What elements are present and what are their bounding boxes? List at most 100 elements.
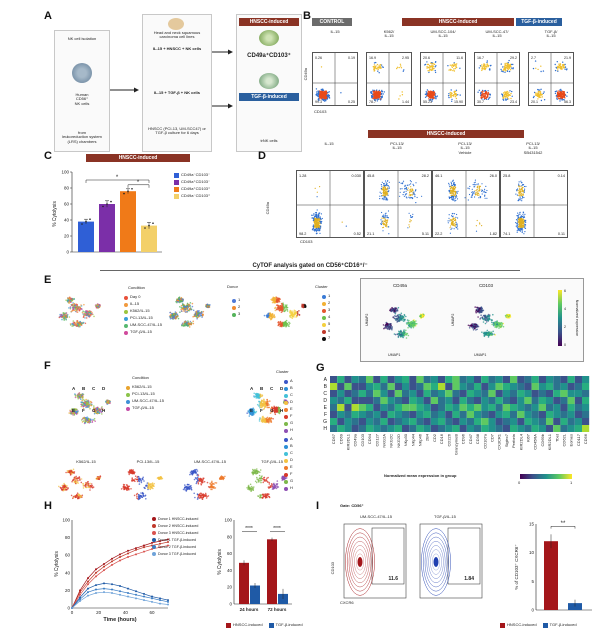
cluster-umap-point (274, 306, 277, 309)
condition-cluster-point (253, 486, 255, 488)
heatmap-cell (351, 376, 359, 383)
cluster-umap-point (283, 307, 286, 309)
heatmap-cell (366, 390, 374, 397)
heatmap-cell (502, 383, 510, 390)
cluster-umap-point (270, 421, 273, 423)
legend-dot (322, 322, 326, 327)
condition-umap-point (85, 398, 87, 401)
cluster-umap-point (290, 316, 292, 319)
condition-umap-point (75, 310, 77, 312)
legend-dot (322, 308, 326, 313)
cluster-umap-point (274, 411, 276, 413)
heatmap-cell (481, 376, 489, 383)
marker-umap-point (395, 307, 397, 310)
heatmap-cell (423, 390, 431, 397)
legend-label: 1 (328, 293, 331, 299)
condition-cluster-point (193, 478, 196, 481)
marker-umap-point (420, 314, 422, 316)
umap-y-label: UMAP2 (451, 314, 455, 326)
donor-umap-point (201, 311, 203, 313)
legend-dot (284, 451, 288, 456)
condition-cluster-point (219, 476, 222, 479)
legend-dot (232, 312, 236, 317)
cluster-umap-point (290, 311, 293, 314)
marker-umap-point (405, 329, 407, 332)
heatmap-cell (387, 390, 395, 397)
cluster-umap-point (281, 322, 283, 324)
cluster-umap-point (279, 309, 282, 311)
legend-swatch (174, 173, 179, 178)
donor-umap-point (185, 323, 187, 326)
condition-umap-point (93, 412, 96, 415)
condition-umap-point (69, 307, 72, 309)
marker-umap-point (401, 315, 404, 318)
marker-umap-point (402, 320, 405, 322)
heatmap-cell (452, 390, 460, 397)
heatmap-cell (380, 376, 388, 383)
marker-umap-point (408, 319, 410, 322)
marker-umap-point (386, 327, 389, 330)
condition-cluster-point (206, 495, 208, 498)
cluster-umap-point (248, 410, 250, 413)
panel-e-umaps (58, 296, 307, 328)
marker-umap-point (406, 319, 409, 321)
condition-cluster-point (187, 486, 189, 488)
condition-umap-point (84, 314, 87, 317)
marker-umap-point (401, 318, 403, 320)
condition-umap-point (89, 421, 91, 423)
cluster-region-label: H (280, 408, 283, 413)
heatmap-cell (538, 383, 546, 390)
marker-umap-point (392, 316, 395, 318)
marker-umap-point (475, 309, 478, 312)
cluster-region-label: D (102, 386, 106, 391)
condition-cluster-point (262, 494, 265, 497)
panel-e-donor-title: Donor (227, 284, 238, 289)
heatmap-cell (567, 376, 575, 383)
condition-umap-point (65, 299, 67, 301)
marker-umap-point (477, 325, 480, 328)
cluster-umap-point (272, 296, 275, 299)
marker-umap-point (476, 328, 478, 331)
data-point (110, 200, 112, 203)
condition-cluster-point (198, 478, 200, 480)
donor-umap-point (192, 322, 195, 325)
data-point (81, 223, 83, 225)
cluster-umap-point (280, 311, 283, 314)
heatmap-cell (366, 383, 374, 390)
condition-cluster-point (134, 478, 137, 480)
legend-label: K562/IL-15 (130, 308, 150, 314)
legend-label: B (290, 443, 293, 449)
condition-umap-point (98, 412, 101, 414)
marker-umap-point (478, 309, 480, 312)
legend-dot (124, 309, 128, 314)
colorbar-tick: 6 (564, 289, 566, 293)
cluster-umap-point (296, 313, 299, 315)
condition-cluster-point (122, 483, 125, 486)
condition-cluster-point (69, 469, 72, 472)
heatmap-cell (438, 383, 446, 390)
condition-umap-point (79, 308, 81, 311)
cluster-umap-point (261, 395, 264, 397)
condition-cluster-point (266, 477, 268, 480)
cluster-umap-point (266, 400, 269, 403)
condition-umap-point (80, 304, 82, 306)
condition-umap-point (82, 393, 84, 395)
cluster-umap-point (263, 399, 265, 401)
heatmap-cell (574, 376, 582, 383)
marker-umap-point (507, 314, 510, 316)
cluster-umap-point (272, 418, 274, 420)
legend-label: H (290, 427, 293, 433)
condition-cluster-point (142, 476, 144, 479)
condition-umap-point (85, 310, 88, 312)
condition-cluster-point (62, 489, 65, 492)
condition-cluster-point (76, 494, 78, 496)
condition-cluster-point (67, 487, 69, 489)
condition-cluster-point (159, 478, 162, 480)
marker-umap-point (488, 318, 490, 321)
donor-umap-point (187, 320, 189, 322)
cluster-umap-point (265, 421, 267, 424)
condition-cluster-point (221, 477, 223, 479)
legend-label: 7 (328, 335, 331, 341)
sig-mark: * (116, 175, 119, 181)
marker-umap-point (396, 308, 399, 310)
